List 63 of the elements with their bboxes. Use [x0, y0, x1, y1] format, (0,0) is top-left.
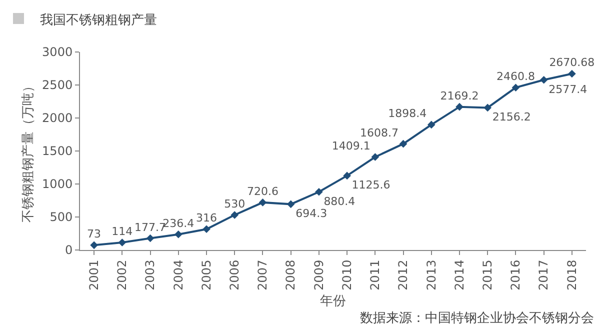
point [202, 225, 210, 234]
y-tick-label: 0 [64, 243, 73, 258]
chart-title: 我国不锈钢粗钢产量 [40, 12, 157, 29]
data-label: 1608.7 [360, 126, 399, 140]
x-tick-label: 2009 [312, 260, 326, 290]
x-tick-label: 2010 [340, 260, 354, 290]
point [230, 211, 239, 219]
point [118, 238, 126, 246]
x-tick-label: 2014 [452, 260, 466, 290]
x-tick-label: 2007 [256, 260, 270, 290]
y-tick-label: 1000 [42, 177, 73, 192]
data-label: 316 [196, 212, 217, 225]
x-tick-label: 2011 [368, 260, 382, 290]
point [286, 200, 295, 208]
point [512, 84, 520, 92]
data-label: 2460.8 [496, 70, 535, 84]
point [371, 153, 380, 161]
data-label: 2169.2 [440, 89, 479, 102]
x-tick-label: 2008 [284, 260, 298, 290]
point [258, 198, 267, 206]
y-tick-label: 2500 [42, 78, 73, 92]
data-label: 73 [87, 228, 102, 241]
data-label: 720.6 [246, 184, 278, 198]
x-tick-label: 2006 [228, 260, 242, 290]
data-label: 114 [112, 224, 133, 238]
data-label: 1409.1 [332, 140, 370, 152]
data-label: 530 [224, 198, 246, 211]
data-label: 694.3 [296, 207, 328, 220]
point [568, 70, 576, 78]
y-axis-title: 不锈钢粗钢产量（万吨） [21, 80, 36, 222]
point [399, 140, 408, 148]
data-label: 1125.6 [352, 178, 390, 192]
point [315, 188, 323, 196]
y-tick-label: 3000 [42, 45, 73, 60]
data-label: 2156.2 [492, 110, 531, 124]
data-label: 2577.4 [548, 82, 588, 96]
x-tick-label: 2012 [396, 260, 410, 290]
point [146, 234, 154, 242]
point [540, 76, 548, 84]
x-tick-label: 2013 [424, 260, 438, 290]
y-tick-label: 1500 [42, 144, 73, 158]
y-tick-label: 500 [50, 210, 73, 224]
point [456, 102, 464, 111]
x-tick-label: 2004 [171, 260, 186, 290]
x-tick-label: 2016 [508, 260, 523, 290]
point [174, 230, 182, 238]
point [427, 120, 436, 129]
x-tick-label: 2003 [143, 260, 158, 290]
point [343, 172, 351, 180]
source-note: 数据来源：中国特钢企业协会不锈钢分会 [360, 311, 594, 326]
x-tick-label: 2015 [480, 260, 495, 290]
data-label: 1898.4 [388, 107, 427, 120]
x-axis-title: 年份 [320, 294, 346, 309]
point [90, 241, 98, 250]
x-tick-label: 2005 [199, 260, 214, 290]
x-tick-label: 2002 [115, 260, 130, 290]
y-tick-label: 2000 [42, 111, 73, 126]
x-tick-label: 2017 [536, 260, 551, 290]
data-label: 2670.68 [549, 56, 595, 70]
x-tick-label: 2001 [86, 260, 101, 290]
x-tick-label: 2018 [564, 260, 579, 290]
point [484, 104, 492, 112]
data-label: 880.4 [324, 194, 356, 208]
